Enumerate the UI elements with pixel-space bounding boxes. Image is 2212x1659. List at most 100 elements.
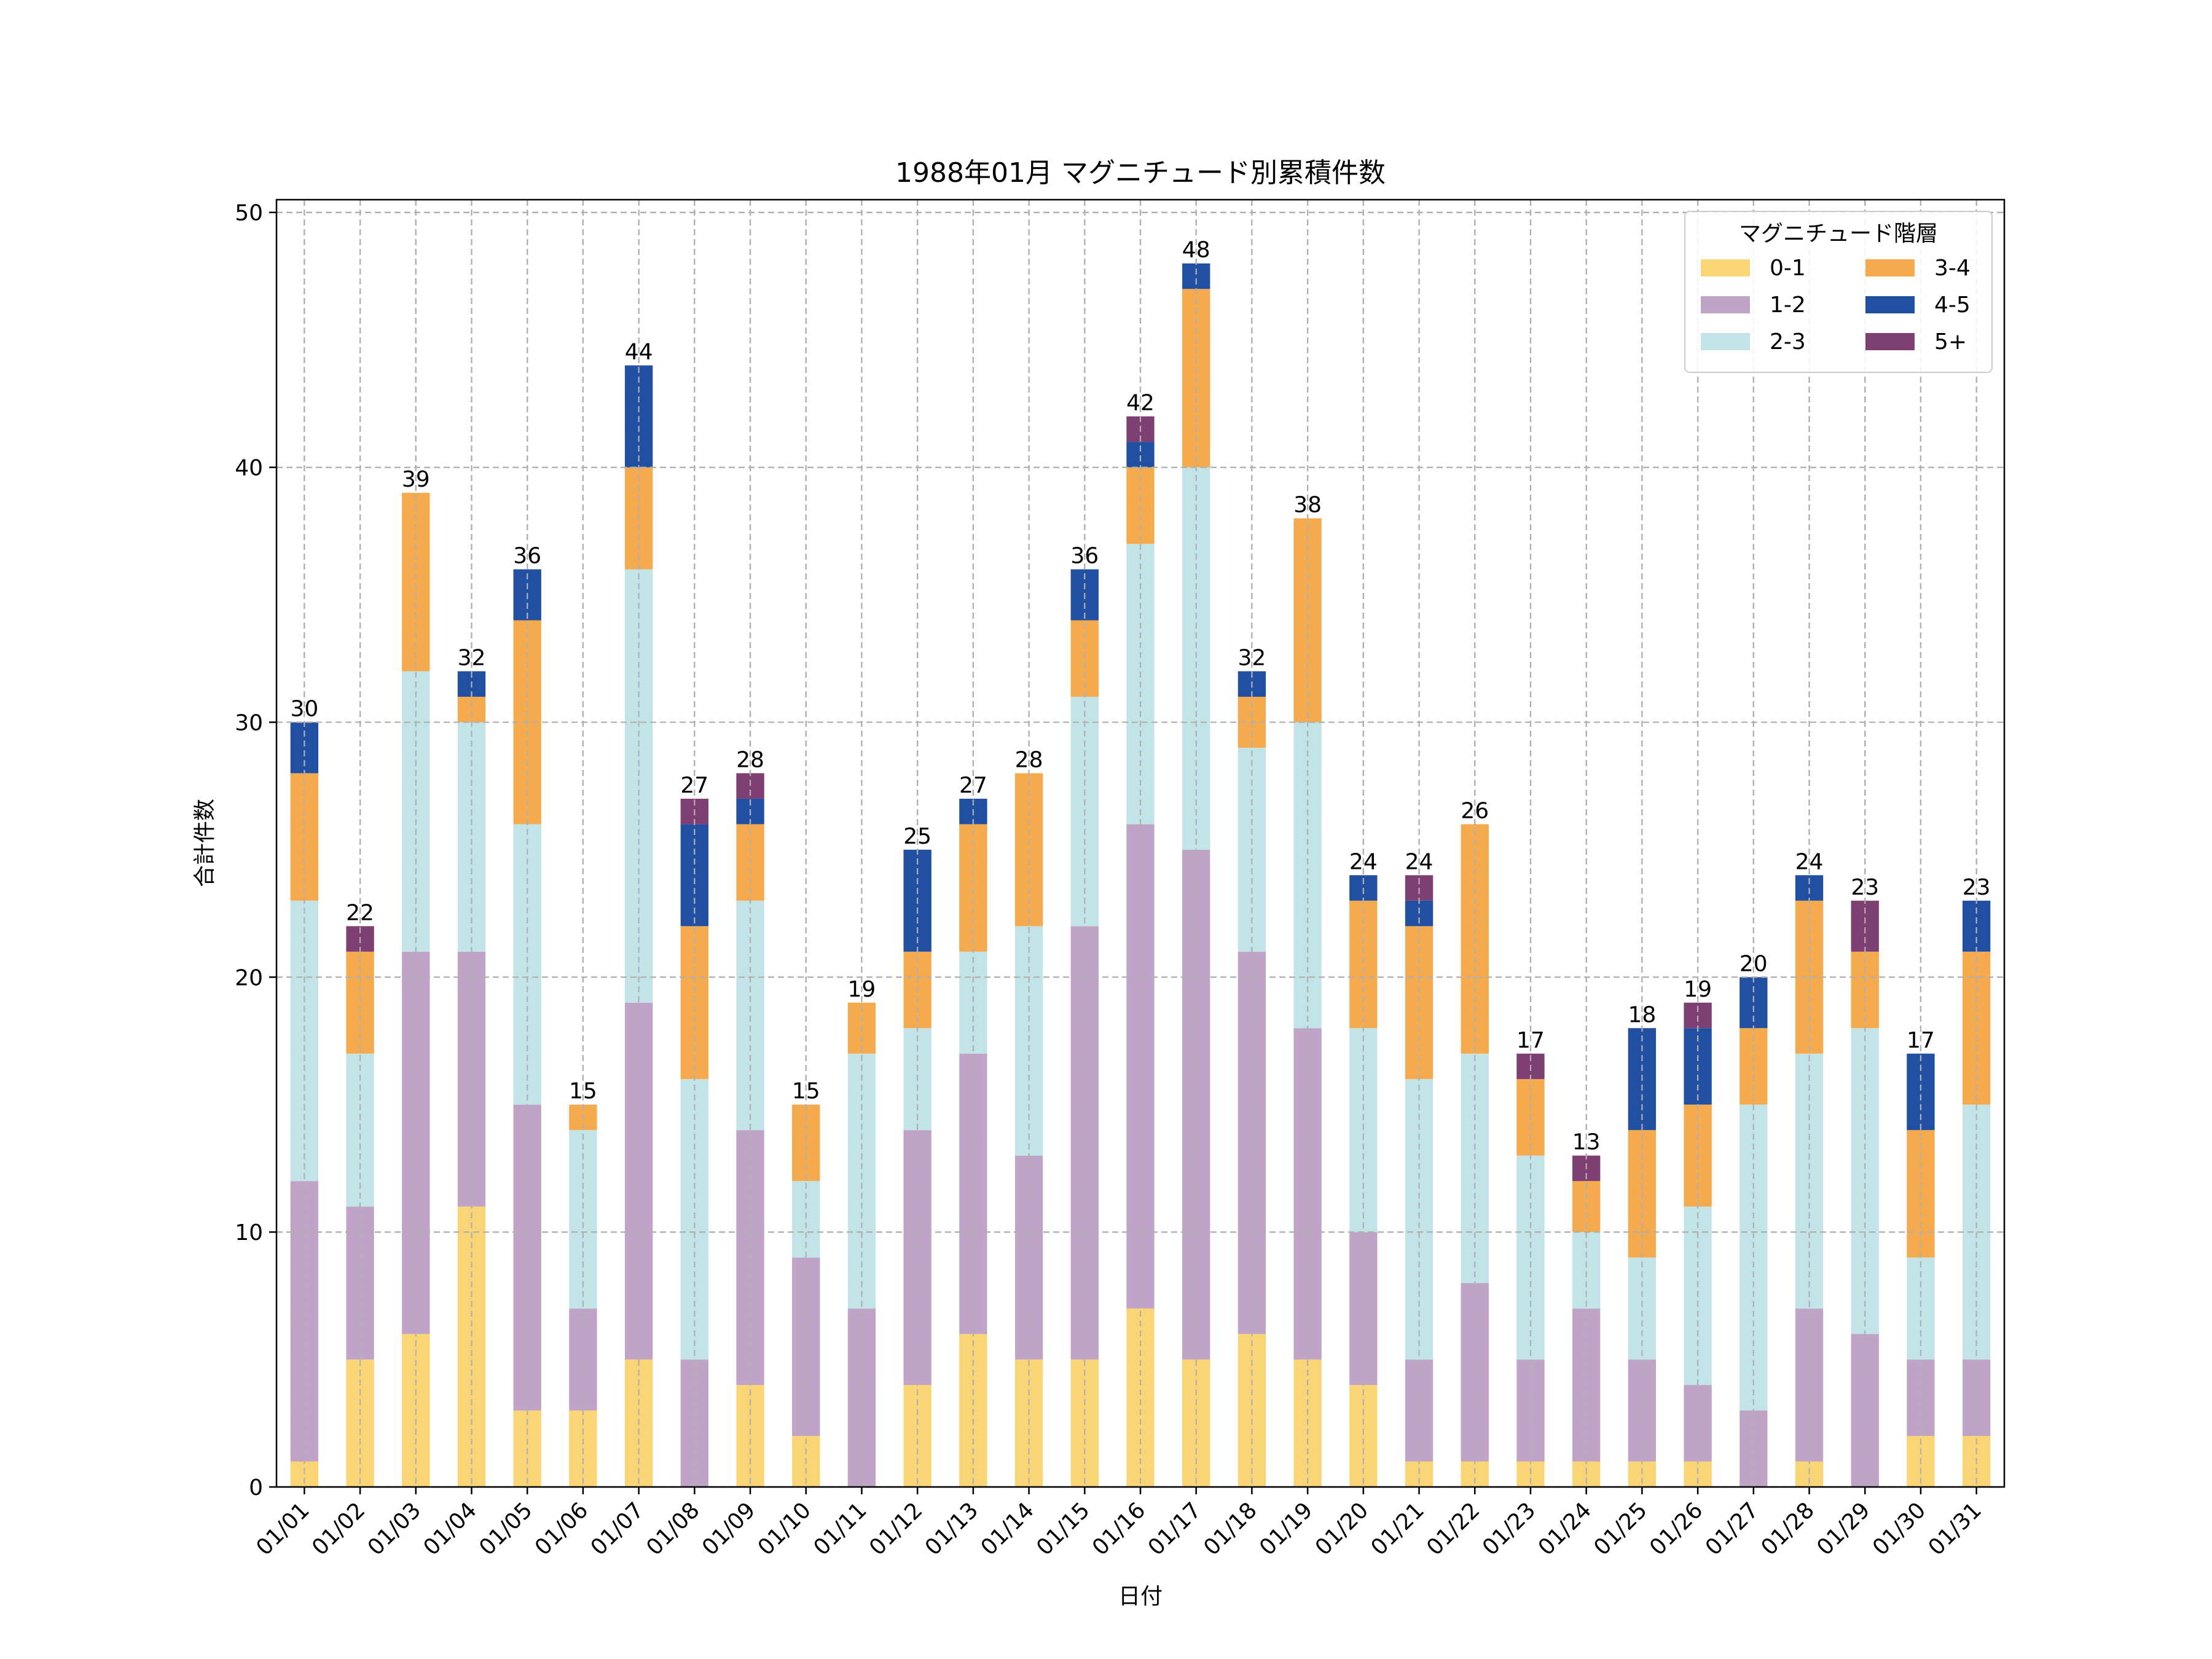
total-label: 44 (625, 340, 653, 365)
x-tick-label: 01/08 (641, 1497, 704, 1560)
chart-title: 1988年01月 マグニチュード別累積件数 (895, 157, 1386, 189)
legend-label-5+: 5+ (1934, 329, 1967, 355)
total-label: 24 (1795, 849, 1824, 874)
total-label: 17 (1907, 1028, 1935, 1053)
x-tick-label: 01/15 (1032, 1497, 1094, 1560)
total-labels: 30 22 39 32 36 15 44 27 28 15 19 25 27 28 36 42 48 32 38 24… (290, 238, 1990, 1155)
total-label: 13 (1572, 1130, 1601, 1155)
y-tick-label: 10 (235, 1220, 263, 1245)
x-axis-ticks: 01/0101/0201/0301/0401/0501/0601/0701/08… (251, 1487, 1986, 1561)
legend-swatch-5+ (1865, 333, 1915, 350)
y-tick-label: 30 (235, 710, 263, 735)
bar-segment-1-2 (847, 1308, 876, 1487)
y-tick-label: 40 (235, 456, 263, 481)
legend-label-3-4: 3-4 (1934, 256, 1971, 281)
total-label: 39 (402, 467, 430, 492)
total-label: 27 (680, 773, 708, 798)
x-tick-label: 01/01 (251, 1497, 314, 1560)
total-label: 17 (1516, 1028, 1545, 1053)
x-tick-label: 01/30 (1868, 1497, 1931, 1560)
bar-segment-2-3 (1405, 1079, 1433, 1360)
total-label: 25 (903, 824, 931, 849)
bar-segment-3-4 (1293, 518, 1322, 723)
bar-segment-2-3 (457, 722, 486, 952)
bar-segment-2-3 (513, 824, 541, 1105)
legend-label-2-3: 2-3 (1770, 329, 1806, 355)
legend-label-4-5: 4-5 (1934, 292, 1971, 318)
legend-swatch-3-4 (1865, 259, 1915, 276)
total-label: 27 (959, 773, 987, 798)
bar-segment-2-3 (847, 1053, 876, 1309)
y-axis-label: 合計件数 (192, 799, 218, 887)
x-tick-label: 01/19 (1255, 1497, 1317, 1560)
bar-segment-1-2 (792, 1257, 820, 1437)
bar-segment-4-5 (1182, 263, 1210, 289)
bar-segment-0-1 (457, 1206, 486, 1487)
legend-box (1684, 211, 1993, 373)
legend-swatch-1-2 (1701, 296, 1750, 313)
total-label: 15 (569, 1079, 597, 1104)
y-axis-ticks: 0 10 20 30 40 50 (235, 201, 276, 1500)
legend-swatch-4-5 (1865, 296, 1915, 313)
y-tick-label: 50 (235, 201, 263, 226)
bar-segment-3-4 (457, 696, 486, 723)
x-tick-label: 01/04 (418, 1497, 481, 1560)
x-tick-label: 01/05 (474, 1497, 537, 1560)
x-tick-label: 01/28 (1757, 1497, 1819, 1560)
bar-segment-2-3 (1851, 1028, 1879, 1335)
total-label: 20 (1739, 951, 1768, 976)
x-tick-label: 01/11 (809, 1497, 871, 1560)
x-tick-label: 01/13 (920, 1497, 983, 1560)
x-tick-label: 01/26 (1645, 1497, 1708, 1560)
total-label: 28 (1015, 747, 1043, 772)
legend-swatch-0-1 (1701, 259, 1750, 276)
x-tick-label: 01/24 (1534, 1497, 1596, 1560)
legend-label-1-2: 1-2 (1770, 292, 1806, 318)
x-tick-label: 01/14 (976, 1497, 1039, 1560)
total-label: 18 (1628, 1002, 1656, 1027)
bar-segment-2-3 (1795, 1053, 1824, 1309)
total-label: 36 (1070, 544, 1099, 569)
x-tick-label: 01/17 (1143, 1497, 1206, 1560)
total-label: 24 (1349, 849, 1378, 874)
x-tick-label: 01/10 (753, 1497, 816, 1560)
bar-segment-0-1 (1126, 1308, 1155, 1487)
legend: マグニチュード階層 0-1 1-2 2-3 3-4 4-5 5+ (1684, 211, 1993, 373)
total-label: 42 (1126, 391, 1155, 416)
total-label: 19 (848, 977, 876, 1002)
x-tick-label: 01/07 (586, 1497, 649, 1560)
total-label: 48 (1182, 238, 1210, 263)
total-label: 28 (736, 747, 764, 772)
bar-segment-3-4 (402, 493, 430, 672)
total-label: 23 (1851, 875, 1879, 900)
y-tick-label: 20 (235, 965, 263, 990)
total-label: 32 (1238, 645, 1266, 670)
total-label: 19 (1684, 977, 1712, 1002)
x-tick-label: 01/27 (1701, 1497, 1763, 1560)
x-tick-label: 01/16 (1088, 1497, 1150, 1560)
total-label: 38 (1293, 493, 1322, 518)
total-label: 22 (346, 900, 374, 925)
x-tick-label: 01/23 (1478, 1497, 1540, 1560)
x-tick-label: 01/21 (1367, 1497, 1429, 1560)
x-tick-label: 01/02 (307, 1497, 370, 1560)
total-label: 36 (513, 544, 541, 569)
bar-segment-1-2 (624, 1002, 653, 1360)
x-tick-label: 01/29 (1812, 1497, 1875, 1560)
total-label: 24 (1405, 849, 1433, 874)
bar-segment-1-2 (402, 951, 430, 1335)
total-label: 30 (290, 696, 318, 721)
x-axis-label: 日付 (1118, 1584, 1163, 1609)
legend-label-0-1: 0-1 (1770, 256, 1806, 281)
bar-segment-2-3 (569, 1130, 597, 1309)
bar-segment-2-3 (1182, 467, 1210, 850)
x-tick-label: 01/03 (363, 1497, 426, 1560)
bar-segment-2-3 (680, 1079, 708, 1360)
total-label: 15 (792, 1079, 820, 1104)
total-label: 26 (1461, 798, 1489, 823)
x-tick-label: 01/22 (1422, 1497, 1484, 1560)
x-tick-label: 01/06 (530, 1497, 593, 1560)
legend-items: 0-1 1-2 2-3 3-4 4-5 5+ (1701, 256, 1971, 355)
x-tick-label: 01/09 (697, 1497, 760, 1560)
